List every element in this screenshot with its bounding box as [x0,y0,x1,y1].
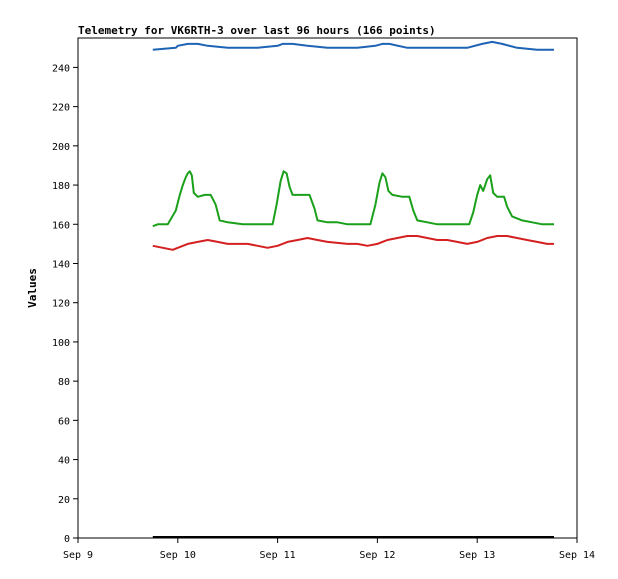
y-tick-label: 100 [52,338,70,349]
x-tick-label: Sep 14 [559,550,595,561]
y-tick-label: 140 [52,259,70,270]
plot-area-frame [77,37,578,539]
y-tick-label: 0 [64,534,70,545]
x-tick-label: Sep 9 [63,550,93,561]
y-tick-label: 80 [58,377,70,388]
chart-title: Telemetry for VK6RTH-3 over last 96 hour… [78,24,436,37]
x-tick-label: Sep 12 [359,550,395,561]
y-tick-label: 200 [52,142,70,153]
y-tick-label: 40 [58,456,70,467]
series-layer [152,40,554,538]
x-tick-label: Sep 10 [160,550,196,561]
y-tick-label: 60 [58,416,70,427]
y-tick-label: 240 [52,63,70,74]
series-line-1 [152,40,554,51]
y-tick-label: 160 [52,220,70,231]
series-line-2 [152,170,554,228]
y-tick-label: 120 [52,299,70,310]
x-tick-label: Sep 11 [260,550,296,561]
x-tick-label: Sep 13 [459,550,495,561]
series-line-3 [152,235,554,251]
y-tick-label: 180 [52,181,70,192]
y-axis-label: Values [26,268,39,308]
y-axis: 0 20 40 60 80 100 120 140 160 180 200 220 240 [52,63,78,545]
y-tick-label: 220 [52,103,70,114]
x-axis: Sep 9 Sep 10 Sep 11 Sep 12 Sep 13 Sep 14 [63,538,595,561]
y-tick-label: 20 [58,495,70,506]
